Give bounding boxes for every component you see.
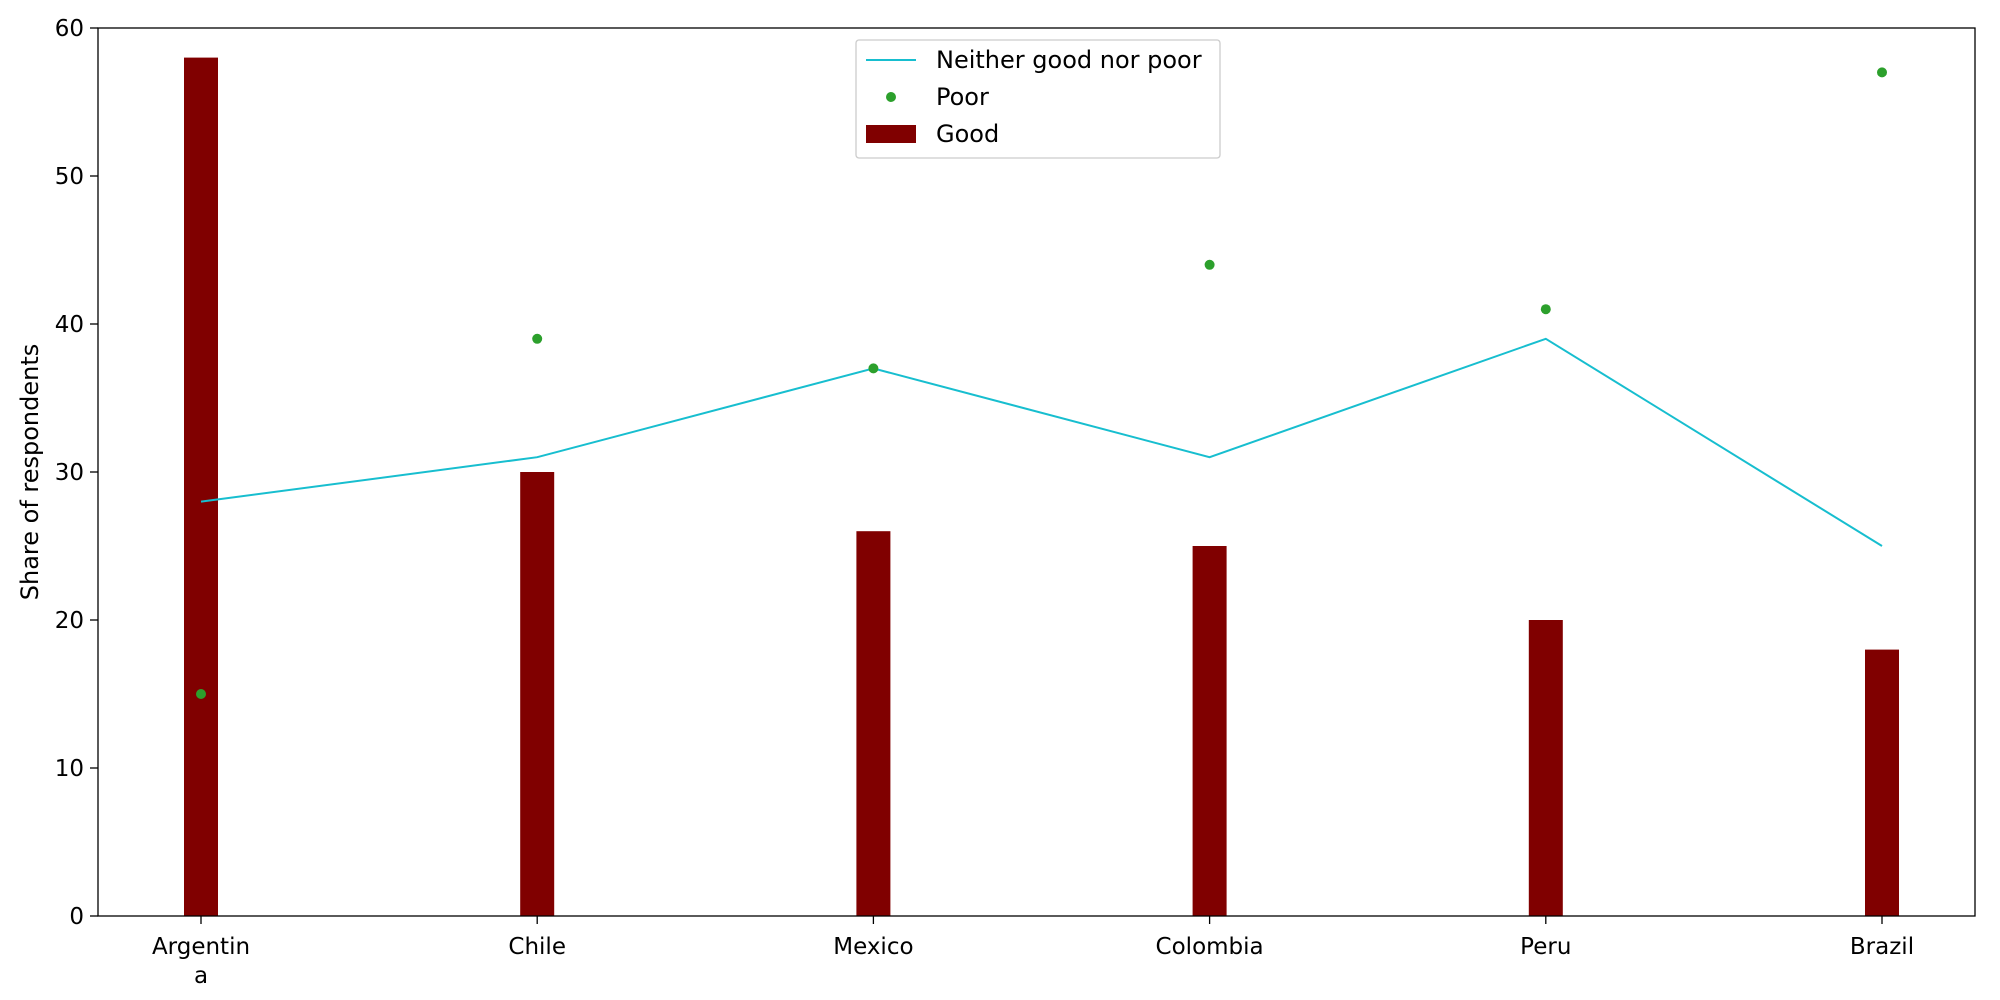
- x-tick-label-argentina: Argentin a: [152, 934, 250, 989]
- legend-swatch-good: [866, 125, 916, 143]
- y-tick-label: 0: [69, 904, 84, 930]
- bar-good-chile: [520, 472, 555, 916]
- point-poor-mexico: [868, 363, 879, 374]
- x-tick-label-colombia: Colombia: [1156, 934, 1264, 960]
- x-tick-label-chile: Chile: [508, 934, 566, 960]
- legend-label-poor: Poor: [936, 83, 989, 111]
- plot-frame: [97, 27, 1976, 917]
- y-tick-label: 60: [55, 16, 84, 42]
- bars-layer: [184, 57, 1899, 917]
- bar-good-colombia: [1192, 546, 1227, 916]
- y-tick-label: 30: [55, 460, 84, 486]
- point-poor-brazil: [1877, 67, 1887, 78]
- legend-label-neither-good-nor-poor: Neither good nor poor: [936, 46, 1202, 74]
- legend: Neither good nor poor Poor Good: [855, 39, 1221, 159]
- bar-good-argentina: [184, 57, 218, 917]
- y-axis-label: Share of respondents: [16, 344, 44, 601]
- line-layer: [200, 337, 1883, 547]
- legend-swatch-poor: [886, 92, 896, 102]
- y-axis: 0 10 20 30 40 50 60: [55, 16, 98, 930]
- x-tick-label-peru: Peru: [1520, 934, 1571, 960]
- y-tick-label: 20: [55, 608, 84, 634]
- x-tick-label-brazil: Brazil: [1850, 934, 1914, 960]
- bar-good-brazil: [1865, 649, 1899, 916]
- x-tick-label-mexico: Mexico: [833, 934, 913, 960]
- point-poor-chile: [532, 333, 543, 344]
- line-neither-good-nor-poor: [200, 337, 1883, 547]
- y-tick-label: 10: [55, 756, 84, 782]
- y-tick-label: 50: [55, 164, 84, 190]
- y-tick-label: 40: [55, 312, 84, 338]
- x-axis: Argentin a Chile Mexico Colombia Peru Brazil: [152, 916, 1914, 989]
- bar-good-peru: [1528, 620, 1563, 916]
- point-poor-peru: [1540, 304, 1551, 315]
- bar-good-mexico: [856, 531, 891, 916]
- point-poor-argentina: [196, 689, 206, 699]
- points-layer: [196, 67, 1887, 699]
- legend-label-good: Good: [936, 120, 999, 148]
- legend-box: [855, 39, 1221, 159]
- point-poor-colombia: [1204, 259, 1215, 270]
